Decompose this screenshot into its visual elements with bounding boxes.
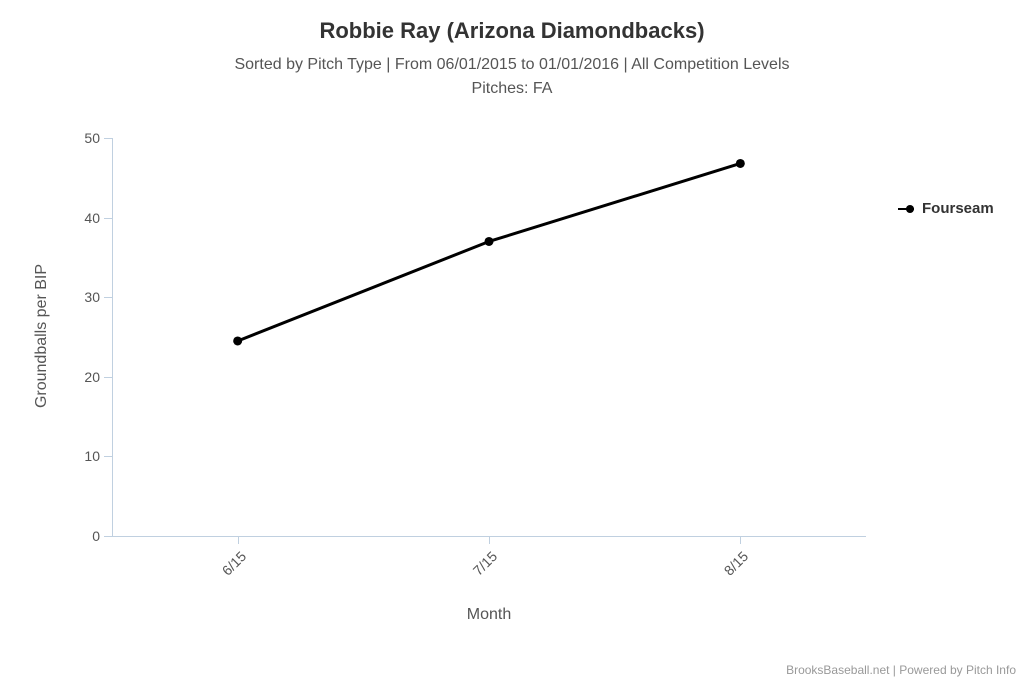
data-point[interactable] (736, 159, 745, 168)
chart-container: Robbie Ray (Arizona Diamondbacks) Sorted… (0, 0, 1024, 683)
data-point[interactable] (233, 336, 242, 345)
legend-line-icon (898, 208, 914, 210)
plot-area (0, 0, 1024, 683)
chart-credits: BrooksBaseball.net | Powered by Pitch In… (786, 663, 1016, 677)
data-point[interactable] (485, 237, 494, 246)
series-line-fourseam (238, 163, 741, 341)
legend-label: Fourseam (922, 200, 994, 217)
legend-item-fourseam[interactable]: Fourseam (898, 200, 994, 217)
